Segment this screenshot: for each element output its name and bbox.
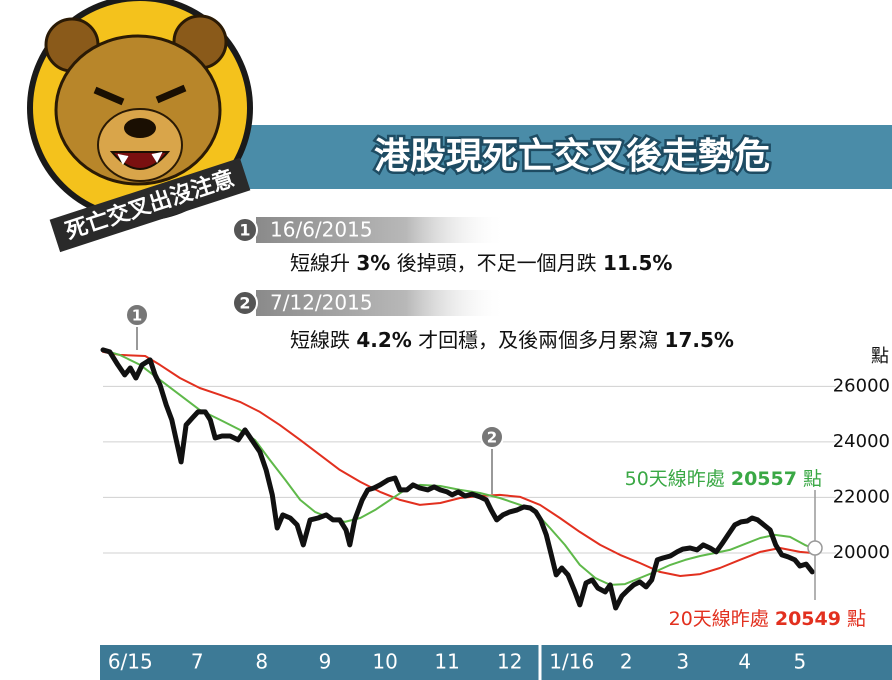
series-line bbox=[100, 347, 815, 611]
x-tick-label: 6/15 bbox=[108, 650, 153, 674]
note: 1 16/6/2015 短線升 3% 後掉頭，不足一個月跌 11.5% bbox=[232, 217, 672, 275]
badge bbox=[27, 0, 253, 221]
event-marker bbox=[480, 425, 504, 449]
note-text-part: 17.5% bbox=[665, 328, 734, 352]
x-tick-label: 8 bbox=[255, 650, 268, 674]
callout-text: 50天線昨處 bbox=[625, 468, 731, 490]
event-marker-label: 2 bbox=[487, 429, 497, 447]
callout-text: 20天線昨處 bbox=[669, 608, 775, 630]
y-axis-label: 點 bbox=[871, 346, 889, 367]
callout-value: 20557 bbox=[731, 468, 797, 490]
note-text-part: 4.2% bbox=[356, 328, 411, 352]
x-tick-label: 9 bbox=[319, 650, 332, 674]
x-tick-label: 1/16 bbox=[549, 650, 594, 674]
x-tick-label: 3 bbox=[676, 650, 689, 674]
note: 2 7/12/2015 短線跌 4.2% 才回穩，及後兩個多月累瀉 17.5% bbox=[232, 290, 734, 352]
note-text: 短線升 3% 後掉頭，不足一個月跌 11.5% bbox=[290, 251, 672, 275]
callout-value: 20549 bbox=[775, 608, 841, 630]
note-band bbox=[256, 290, 506, 316]
x-tick-label: 12 bbox=[497, 650, 522, 674]
callout-circle bbox=[807, 540, 823, 556]
x-tick-label: 10 bbox=[372, 650, 397, 674]
event-marker bbox=[125, 303, 149, 327]
badge-label-bg bbox=[49, 157, 251, 253]
y-tick-label: 24000 bbox=[833, 431, 890, 452]
note-text-part: 11.5% bbox=[603, 251, 672, 275]
note-date: 7/12/2015 bbox=[270, 291, 373, 315]
bear-brows bbox=[93, 84, 187, 106]
event-marker-label: 1 bbox=[132, 307, 142, 325]
note-text-part: 才回穩，及後兩個多月累瀉 bbox=[412, 328, 665, 352]
series-line bbox=[102, 350, 814, 577]
y-tick-label: 22000 bbox=[833, 486, 890, 507]
callout-unit: 點 bbox=[841, 608, 866, 630]
bear-muzzle bbox=[97, 108, 183, 182]
header-band bbox=[232, 125, 892, 189]
note-band bbox=[256, 217, 506, 243]
bear-teeth bbox=[117, 151, 163, 166]
y-tick-label: 20000 bbox=[833, 542, 890, 563]
x-tick-label: 7 bbox=[191, 650, 204, 674]
callout: 20天線昨處 20549 點 bbox=[669, 608, 866, 630]
bear-nose bbox=[124, 118, 156, 138]
callout-unit: 點 bbox=[797, 468, 822, 490]
note-text-part: 3% bbox=[356, 251, 390, 275]
x-tick-label: 5 bbox=[794, 650, 807, 674]
note-text: 短線跌 4.2% 才回穩，及後兩個多月累瀉 17.5% bbox=[290, 328, 734, 352]
note-number: 1 bbox=[239, 221, 250, 240]
y-tick-label: 26000 bbox=[833, 375, 890, 396]
note-number-badge bbox=[232, 290, 258, 316]
note-text-part: 後掉頭，不足一個月跌 bbox=[390, 251, 603, 275]
callout: 50天線昨處 20557 點 bbox=[625, 468, 822, 490]
title: 港股現死亡交叉後走勢危 bbox=[374, 135, 770, 177]
x-tick-label: 11 bbox=[434, 650, 459, 674]
note-number-badge bbox=[232, 217, 258, 243]
x-axis-band bbox=[100, 645, 892, 680]
x-tick-label: 2 bbox=[620, 650, 633, 674]
x-tick-label: 4 bbox=[738, 650, 751, 674]
note-date: 16/6/2015 bbox=[270, 218, 373, 242]
plot: 20000 22000 24000 26000 bbox=[100, 347, 890, 611]
note-text-part: 短線升 bbox=[290, 251, 356, 275]
note-text-part: 短線跌 bbox=[290, 328, 356, 352]
note-number: 2 bbox=[239, 294, 250, 313]
